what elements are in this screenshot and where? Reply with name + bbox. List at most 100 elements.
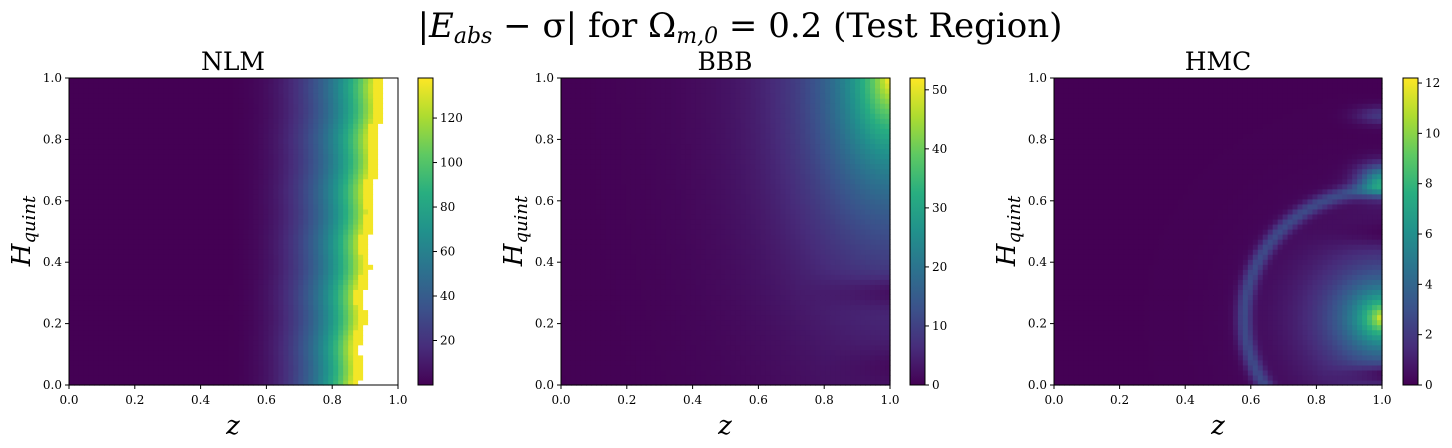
heatmap-cell — [368, 138, 374, 145]
heatmap-cell — [328, 173, 334, 180]
heatmap-cell — [203, 304, 210, 311]
heatmap-cell — [218, 168, 225, 175]
heatmap-cell — [98, 289, 105, 296]
heatmap-cell — [238, 334, 245, 341]
heatmap-cell — [620, 349, 627, 356]
heatmap-cell — [273, 304, 279, 311]
heatmap-cell — [323, 148, 329, 155]
heatmap-cell — [98, 203, 105, 210]
heatmap-cell — [760, 359, 766, 366]
heatmap-cell — [610, 329, 617, 336]
heatmap-cell — [590, 354, 597, 361]
heatmap-cell — [263, 143, 269, 150]
heatmap-cell — [353, 138, 359, 145]
heatmap-cell — [283, 324, 289, 331]
heatmap-cell — [108, 93, 115, 99]
heatmap-cell — [383, 354, 389, 361]
heatmap-cell — [143, 153, 150, 160]
heatmap-cell — [333, 344, 339, 351]
heatmap-cell — [725, 359, 732, 366]
heatmap-cell — [133, 309, 140, 316]
heatmap-cell — [178, 269, 185, 275]
heatmap-cell — [93, 379, 100, 386]
heatmap-cell — [258, 309, 264, 316]
heatmap-cell — [660, 324, 667, 331]
heatmap-cell — [605, 344, 612, 351]
heatmap-cell — [128, 279, 135, 285]
heatmap-cell — [333, 349, 339, 356]
heatmap-cell — [283, 329, 289, 336]
heatmap-cell — [353, 254, 359, 260]
heatmap-cell — [73, 198, 80, 205]
heatmap-cell — [750, 364, 756, 371]
heatmap-cell — [253, 128, 260, 134]
heatmap-cell — [283, 138, 289, 145]
heatmap-cell — [158, 198, 165, 205]
heatmap-cell — [348, 239, 354, 245]
heatmap-cell — [213, 324, 220, 331]
heatmap-cell — [605, 354, 612, 361]
heatmap-cell — [188, 299, 195, 306]
heatmap-cell — [745, 349, 752, 356]
heatmap-cell — [253, 294, 260, 301]
heatmap-cell — [133, 354, 140, 361]
heatmap-cell — [288, 143, 294, 150]
heatmap-cell — [273, 314, 279, 321]
heatmap-cell — [561, 379, 567, 386]
heatmap-cell — [98, 228, 105, 235]
heatmap-cell — [148, 359, 155, 366]
heatmap-cell — [730, 344, 737, 351]
heatmap-cell — [238, 88, 245, 94]
heatmap-cell — [348, 143, 354, 150]
heatmap-cell — [133, 213, 140, 220]
heatmap-cell — [368, 173, 374, 180]
heatmap-cell — [680, 314, 687, 321]
heatmap-cell — [83, 93, 90, 99]
heatmap-cell — [148, 344, 155, 351]
heatmap-cell — [203, 314, 210, 321]
heatmap-cell — [323, 369, 329, 376]
heatmap-cell — [328, 228, 334, 235]
heatmap-cell — [820, 314, 826, 321]
heatmap-cell — [333, 198, 339, 205]
heatmap-cell — [735, 324, 742, 331]
heatmap-cell — [233, 138, 240, 145]
heatmap-cell — [143, 294, 150, 301]
heatmap-cell — [358, 123, 364, 129]
heatmap-cell — [323, 379, 329, 386]
heatmap-cell — [353, 218, 359, 225]
heatmap-cell — [73, 173, 80, 180]
heatmap-cell — [268, 249, 274, 255]
heatmap-cell — [218, 133, 225, 139]
heatmap-cell — [338, 359, 344, 366]
heatmap-cell — [69, 173, 75, 180]
heatmap-cell — [128, 354, 135, 361]
heatmap-cell — [138, 334, 145, 341]
heatmap-cell — [168, 193, 175, 200]
heatmap-cell — [353, 349, 359, 356]
heatmap-cell — [258, 228, 264, 235]
heatmap-cell — [830, 344, 836, 351]
heatmap-cell — [263, 123, 269, 129]
heatmap-cell — [143, 369, 150, 376]
heatmap-cell — [103, 294, 110, 301]
heatmap-cell — [358, 113, 364, 119]
heatmap-cell — [138, 239, 145, 245]
heatmap-cell — [173, 294, 180, 301]
heatmap-cell — [795, 374, 801, 381]
heatmap-cell — [178, 349, 185, 356]
heatmap-cell — [213, 143, 220, 150]
heatmap-cell — [223, 158, 230, 165]
heatmap-cell — [605, 324, 612, 331]
heatmap-cell — [243, 203, 250, 210]
heatmap-cell — [158, 279, 165, 285]
heatmap-cell — [338, 188, 344, 195]
heatmap-cell — [258, 133, 264, 139]
heatmap-cell — [253, 339, 260, 346]
heatmap-cell — [168, 354, 175, 361]
heatmap-cell — [153, 113, 160, 119]
heatmap-cell — [283, 188, 289, 195]
heatmap-cell — [353, 118, 359, 124]
heatmap-cell — [113, 334, 120, 341]
heatmap-cell — [810, 374, 816, 381]
